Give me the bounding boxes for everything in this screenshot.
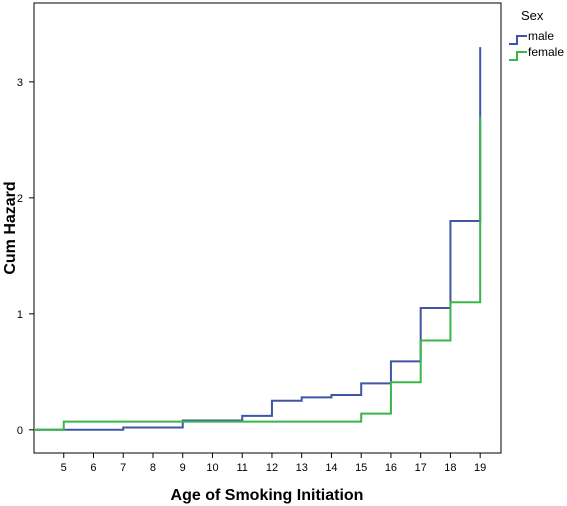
x-tick-label: 12 xyxy=(266,462,278,474)
x-tick-label: 13 xyxy=(296,462,308,474)
x-axis: 5 6 7 8 9 10 11 12 13 14 15 16 17 18 19 xyxy=(61,453,486,474)
x-tick-label: 8 xyxy=(150,462,156,474)
series-line-male xyxy=(34,47,482,431)
series-line-female xyxy=(34,116,482,431)
plot-frame xyxy=(33,2,502,454)
y-tick-label: 0 xyxy=(17,425,23,437)
x-tick-label: 16 xyxy=(385,462,397,474)
x-tick-label: 18 xyxy=(444,462,456,474)
y-axis: 0 1 2 3 xyxy=(17,77,34,437)
legend-label-female: female xyxy=(528,45,564,59)
x-tick-label: 11 xyxy=(237,462,248,474)
legend-swatch-female xyxy=(509,51,527,61)
series-layer xyxy=(34,47,482,431)
legend-title: Sex xyxy=(521,8,544,23)
x-tick-label: 10 xyxy=(206,462,218,474)
x-tick-label: 14 xyxy=(325,462,337,474)
y-axis-title: Cum Hazard xyxy=(2,181,19,274)
x-axis-title: Age of Smoking Initiation xyxy=(171,487,364,504)
x-tick-label: 6 xyxy=(90,462,96,474)
x-tick-label: 17 xyxy=(415,462,427,474)
x-tick-label: 9 xyxy=(180,462,186,474)
legend-swatch-male xyxy=(509,35,527,45)
legend-items: male female xyxy=(509,29,564,61)
legend-label-male: male xyxy=(528,29,554,43)
y-tick-label: 1 xyxy=(17,309,23,321)
x-tick-label: 15 xyxy=(355,462,367,474)
y-tick-label: 3 xyxy=(17,77,23,89)
x-tick-label: 7 xyxy=(120,462,126,474)
legend: Sex male female xyxy=(509,8,564,61)
y-tick-label: 2 xyxy=(17,193,23,205)
x-tick-label: 19 xyxy=(474,462,486,474)
x-tick-label: 5 xyxy=(61,462,67,474)
